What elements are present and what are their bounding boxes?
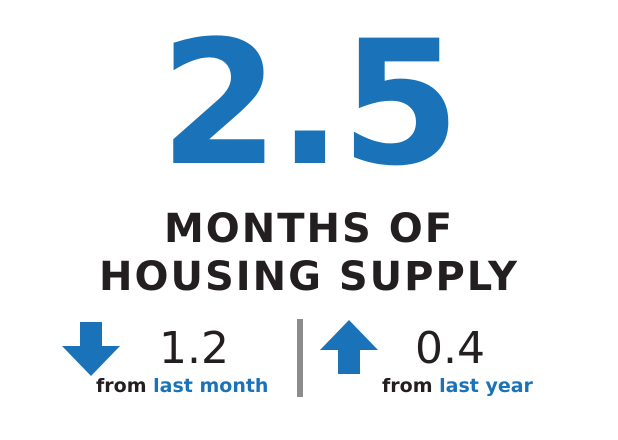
monthly-change-caption-prefix: from: [96, 375, 147, 397]
arrow-down-icon: [62, 322, 120, 376]
headline-value: 2.5: [159, 3, 461, 204]
monthly-change-value: 1.2: [159, 323, 229, 374]
yearly-change-caption-prefix: from: [382, 375, 433, 397]
headline-label-line-2: HOUSING SUPPLY: [98, 254, 520, 300]
yearly-change-value: 0.4: [415, 323, 485, 374]
yearly-change-caption: from last year: [382, 377, 533, 396]
yearly-change-caption-highlight: last year: [439, 375, 533, 397]
monthly-change-caption-highlight: last month: [153, 375, 269, 397]
divider: [297, 319, 303, 397]
arrow-up-icon: [320, 320, 378, 374]
monthly-change-caption: from last month: [96, 377, 268, 396]
headline-label-line-1: MONTHS OF: [163, 206, 455, 252]
